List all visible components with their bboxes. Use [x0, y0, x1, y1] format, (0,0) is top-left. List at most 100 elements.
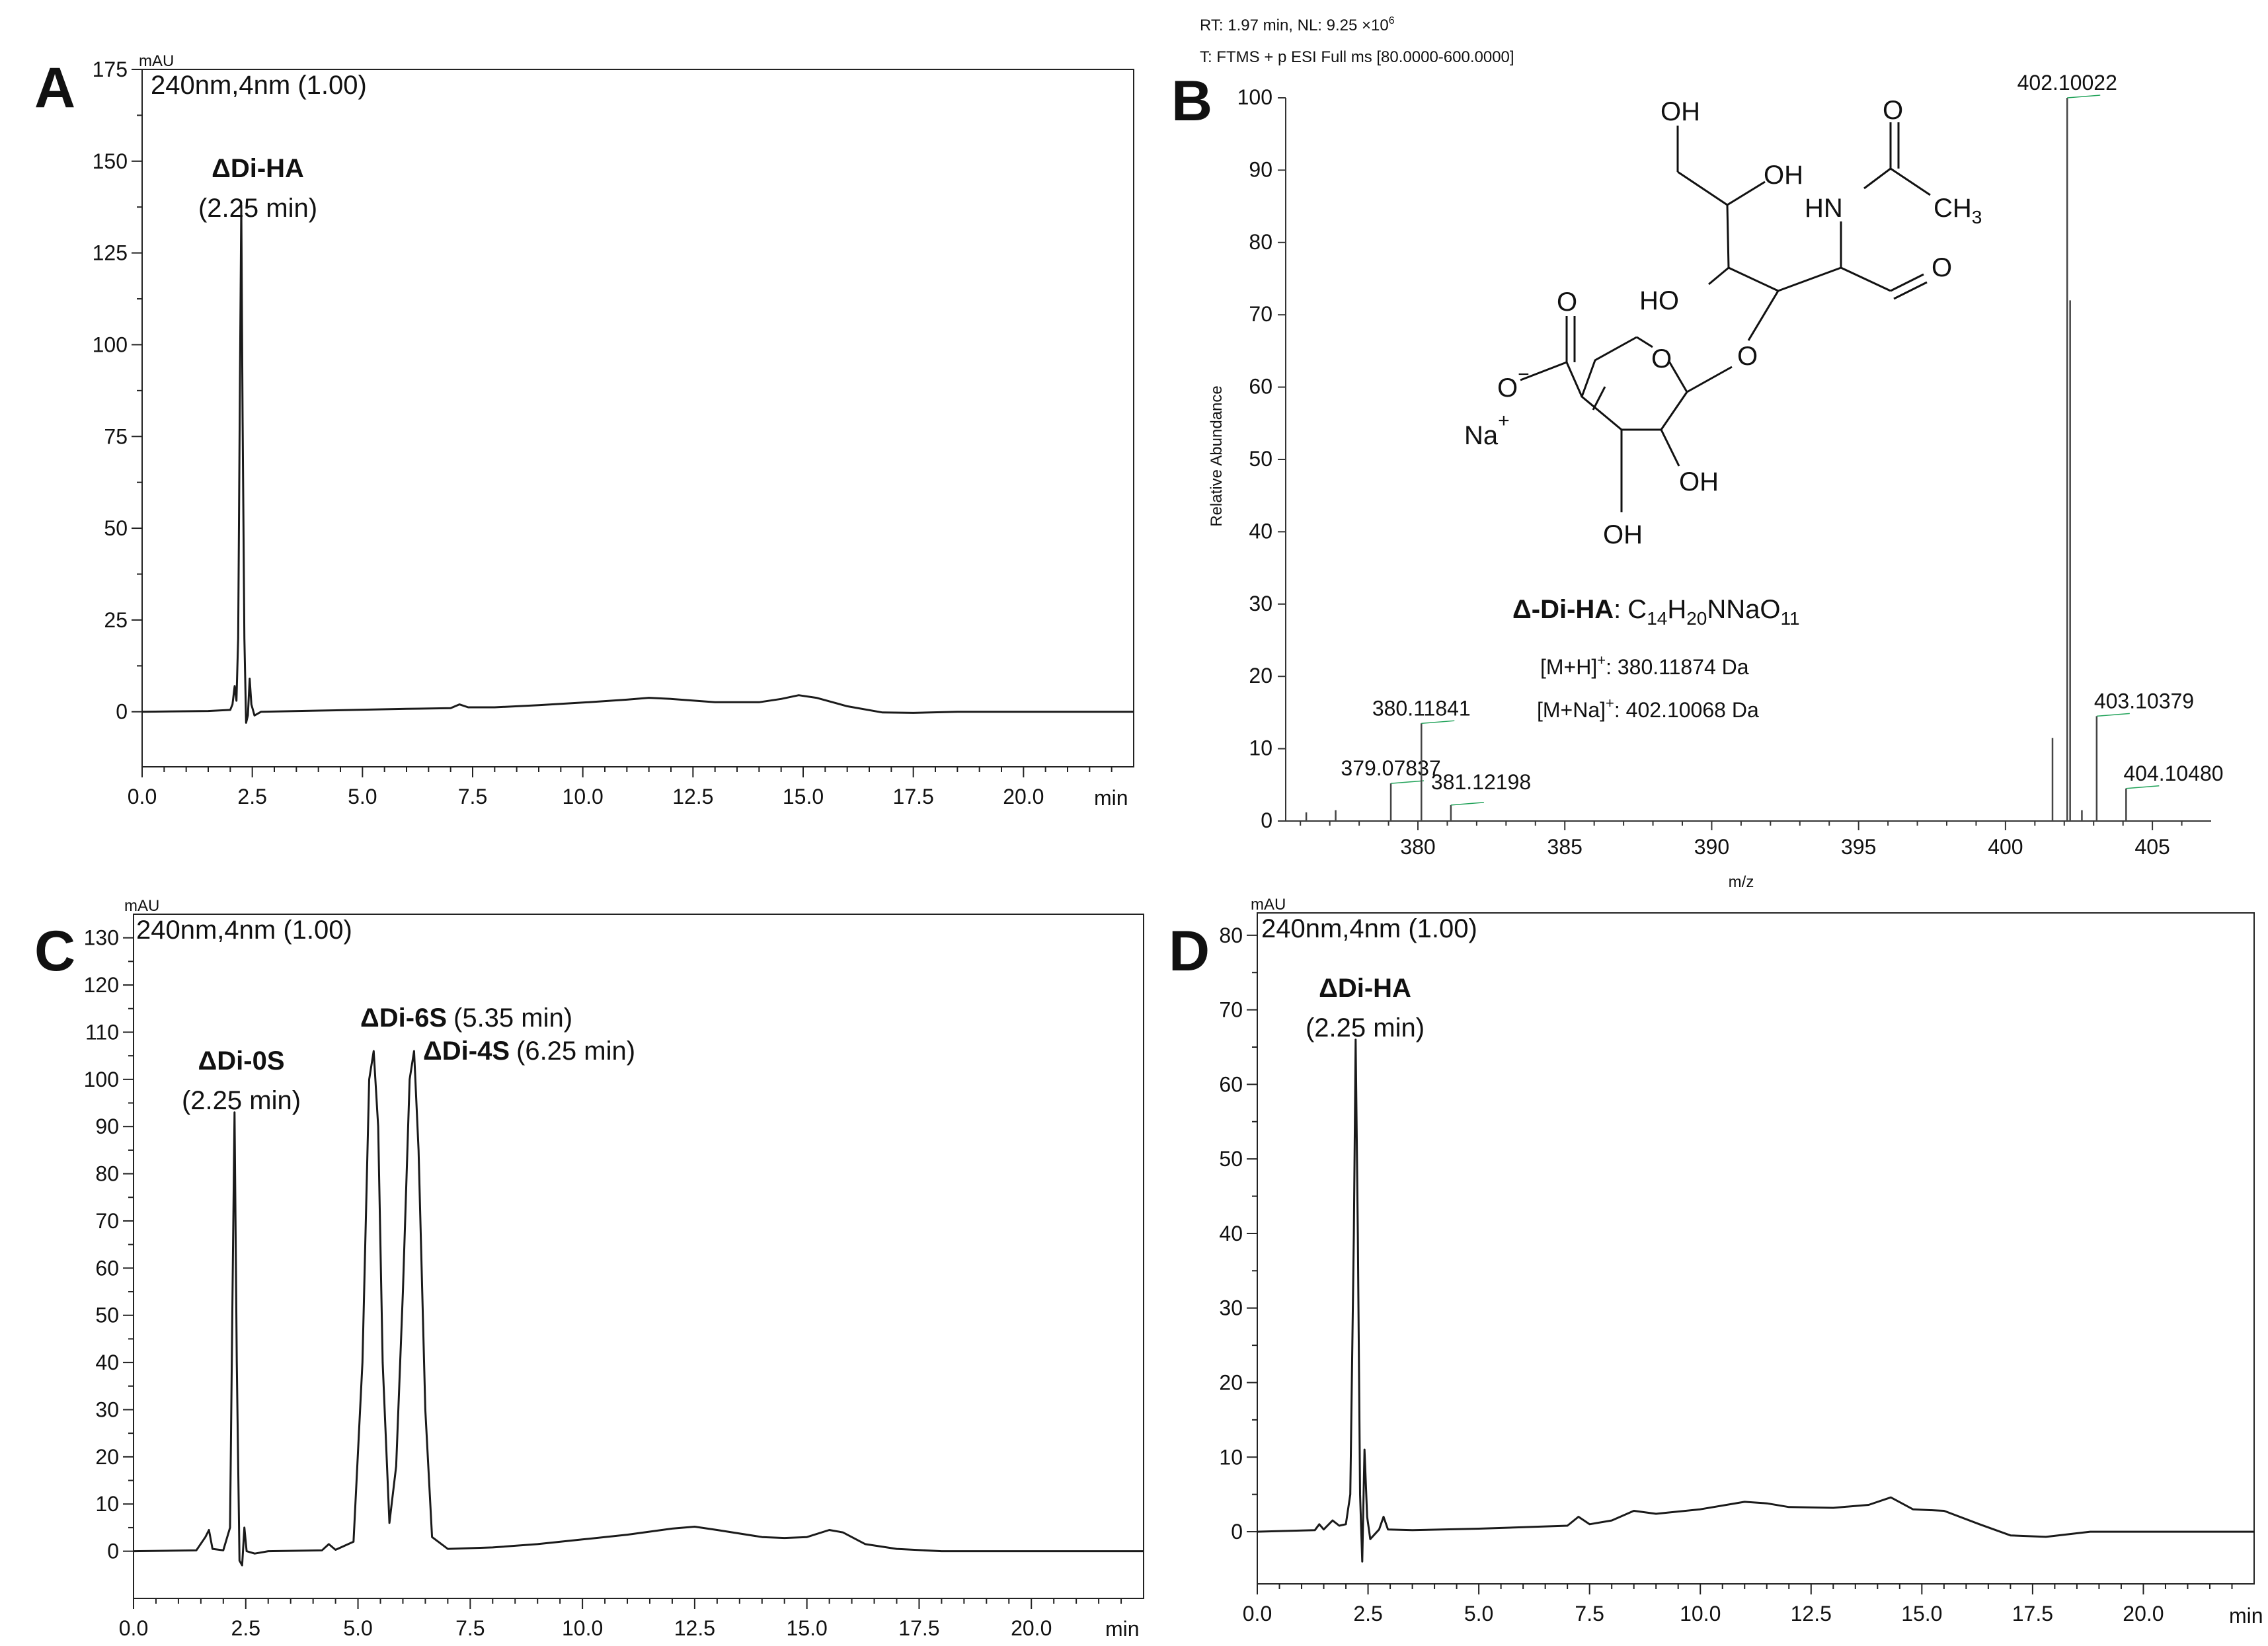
ms-peak-label: 380.11841: [1372, 696, 1471, 720]
y-tick-label-c: 20: [95, 1445, 119, 1469]
chain-bond-6: [1840, 266, 1891, 292]
ion-mh-label: [M+H]: [1540, 655, 1597, 679]
ion-mna-label: [M+Na]: [1537, 698, 1606, 722]
x-tick-label-d: 20.0: [2123, 1602, 2164, 1626]
y-tick-label-c: 90: [95, 1115, 119, 1138]
y-tick-label-d: 30: [1219, 1296, 1243, 1320]
ms-peak-label: 379.07837: [1341, 756, 1440, 780]
y-unit-a: mAU: [139, 52, 174, 70]
peak-time-a: (2.25 min): [198, 194, 317, 223]
ring-double-bond: [1592, 386, 1606, 411]
formula-h-sub: 20: [1686, 608, 1707, 629]
ms-y-tick-label: 30: [1249, 592, 1272, 615]
x-tick-label-c: 20.0: [1011, 1616, 1052, 1640]
y-tick-label-a: 25: [104, 608, 128, 632]
ms-x-tick-label: 400: [1988, 835, 2023, 859]
atom-o-acetyl: O: [1883, 96, 1903, 125]
formula-colon: :: [1614, 595, 1621, 624]
anomeric-bond: [1686, 366, 1733, 393]
ms-x-tick-label: 405: [2134, 835, 2170, 859]
atom-na: Na+: [1464, 410, 1510, 450]
x-tick-label-c: 5.0: [343, 1616, 372, 1640]
peak-name: ΔDi-4S: [423, 1037, 510, 1066]
ms-y-tick-label: 70: [1249, 302, 1272, 326]
x-axis-d: 0.0 2.5 5.0 7.5 10.0 12.5 15.0 17.5 20.0: [1243, 1584, 2233, 1626]
x-tick-label-c: 15.0: [787, 1616, 828, 1640]
ms-peak-label: 403.10379: [2094, 689, 2194, 713]
y-tick-label-c: 70: [95, 1209, 119, 1233]
atom-o-carboxyl: O: [1557, 288, 1577, 317]
atom-o-minus-charge: −: [1518, 364, 1530, 385]
atom-oh-ring: OH: [1679, 467, 1719, 496]
ms-x-tick-label: 380: [1400, 835, 1435, 859]
atom-ch3: CH3: [1934, 194, 1982, 227]
peak-label-c: ΔDi-4S (6.25 min): [423, 1037, 635, 1066]
atom-na-text: Na: [1464, 421, 1499, 450]
ms-centroid-mark: [2096, 713, 2130, 717]
ms-y-tick-label: 50: [1249, 447, 1272, 471]
atom-oh-chain: OH: [1764, 161, 1803, 190]
ion-mna-charge: +: [1606, 695, 1614, 711]
formula-c: C: [1627, 595, 1647, 624]
y-tick-label-d: 40: [1219, 1222, 1243, 1245]
panel-d: D mAU 240nm,4nm (1.00) 0 10 20 30 40 50 60 70 80…: [1169, 896, 2263, 1627]
panel-letter-c: C: [34, 920, 75, 983]
ms-x-tick-label: 385: [1547, 835, 1583, 859]
ms-x-tick-label: 395: [1841, 835, 1876, 859]
y-axis-a: 0 25 50 75 100 125 150 175: [93, 58, 142, 724]
y-unit-d: mAU: [1251, 896, 1286, 914]
x-tick-label-c: 17.5: [898, 1616, 939, 1640]
x-tick-label-a: 0.0: [128, 785, 157, 808]
atom-hn: HN: [1805, 194, 1843, 223]
ms-header-rt-text: RT: 1.97 min, NL: 9.25 ×10: [1200, 17, 1389, 34]
peak-label-c: ΔDi-6S (5.35 min): [360, 1003, 572, 1033]
atom-ch3-sub: 3: [1972, 207, 1982, 227]
y-tick-label-a: 50: [104, 516, 128, 540]
y-axis-c: 0 10 20 30 40 50 60 70 80 90 100 110 120 130: [84, 926, 134, 1563]
x-unit-c: min: [1105, 1617, 1140, 1641]
atom-o-glycosidic: O: [1737, 342, 1758, 371]
x-tick-label-c: 7.5: [455, 1616, 485, 1640]
x-tick-label-d: 2.5: [1353, 1602, 1382, 1626]
y-tick-label-c: 10: [95, 1492, 119, 1516]
chain-oh-bond-1: [1727, 180, 1766, 206]
y-tick-label-c: 50: [95, 1304, 119, 1327]
y-tick-label-d: 50: [1219, 1147, 1243, 1171]
y-tick-label-d: 20: [1219, 1371, 1243, 1395]
chain-bond-5: [1778, 266, 1842, 292]
atom-ch3-text: CH: [1934, 194, 1972, 223]
panel-c: C mAU 240nm,4nm (1.00) 0 10 20 30 40 50 60 70 80…: [34, 897, 1144, 1641]
chemical-structure: OH O OH HN CH3 O HO O O O O− Na+ OH OH Δ…: [1464, 96, 1982, 722]
y-tick-label-d: 70: [1219, 998, 1243, 1022]
panel-b: B RT: 1.97 min, NL: 9.25 ×106 T: FTMS + …: [1171, 15, 2224, 891]
ms-x-axis-label: m/z: [1729, 873, 1754, 891]
ms-peaks: 379.07837 380.11841 381.12198 402.10022 403.…: [1305, 71, 2224, 821]
ms-header-rt-exp: 6: [1389, 15, 1395, 26]
ion-mh: [M+H]+: 380.11874 Da: [1540, 652, 1749, 679]
plot-frame-d: [1257, 912, 2255, 1585]
ms-header-rt: RT: 1.97 min, NL: 9.25 ×106: [1200, 15, 1395, 34]
ms-y-axis-label: Relative Abundance: [1208, 385, 1226, 527]
x-tick-label-d: 0.0: [1243, 1602, 1272, 1626]
y-tick-label-c: 60: [95, 1256, 119, 1280]
x-tick-label-d: 17.5: [2012, 1602, 2053, 1626]
ms-axes: 0 10 20 30 40 50 60 70 80 90 100 380 385 390 395 400 405: [1237, 85, 2211, 859]
peak-name-a: ΔDi-HA: [212, 154, 304, 183]
plot-frame-c: [133, 914, 1144, 1599]
peak-time-d: (2.25 min): [1306, 1013, 1425, 1042]
peak-time: (5.35 min): [453, 1003, 572, 1033]
ms-y-tick-label: 100: [1237, 85, 1272, 109]
y-tick-label-c: 0: [107, 1540, 119, 1563]
aldehyde-co: [1890, 273, 1924, 292]
ion-mna-value: : 402.10068 Da: [1614, 698, 1759, 722]
y-tick-label-c: 130: [84, 926, 119, 950]
formula-name: Δ-Di-HA: [1512, 595, 1614, 624]
ms-centroid-mark: [2067, 95, 2101, 98]
ms-x-tick-label: 390: [1694, 835, 1729, 859]
chromatogram-trace-a: [141, 204, 1134, 724]
y-unit-c: mAU: [124, 897, 159, 915]
ion-mh-value: : 380.11874 Da: [1606, 655, 1749, 679]
formula-o-sub: 11: [1781, 608, 1800, 629]
formula: Δ-Di-HA: C14H20NNaO11: [1512, 595, 1800, 629]
